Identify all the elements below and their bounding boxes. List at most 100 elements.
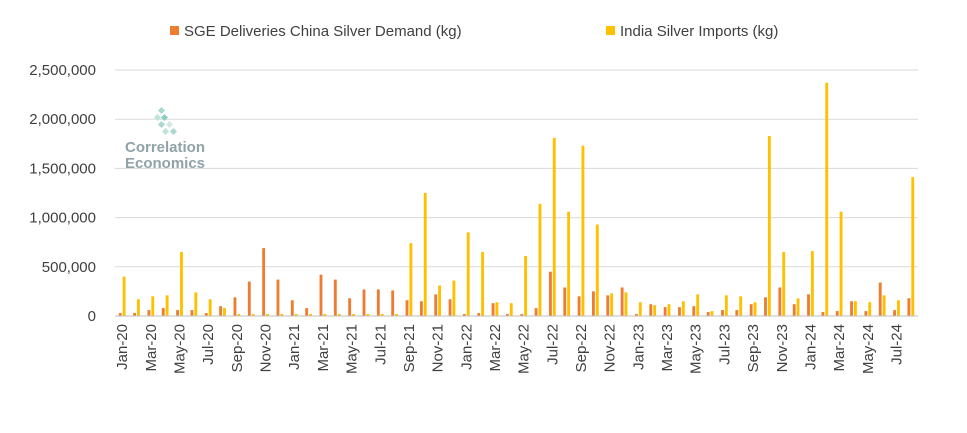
bar-india bbox=[180, 252, 183, 316]
bar-india bbox=[810, 251, 814, 316]
y-axis: 0 500,000 1,000,000 1,500,000 2,000,000 2,500… bbox=[29, 62, 96, 325]
y-tick-label: 0 bbox=[88, 308, 96, 325]
bar-sge bbox=[448, 299, 452, 316]
bar-india bbox=[208, 299, 212, 316]
bar-india bbox=[753, 302, 757, 316]
y-tick-label: 500,000 bbox=[42, 259, 96, 276]
bar-sge bbox=[749, 304, 753, 316]
legend-swatch-sge bbox=[170, 26, 179, 35]
bar-sge bbox=[821, 312, 825, 316]
bar-india bbox=[309, 314, 312, 316]
bar-sge bbox=[233, 297, 237, 316]
bar-india bbox=[581, 145, 585, 316]
bar-sge bbox=[548, 271, 552, 316]
bar-india bbox=[323, 314, 327, 316]
bar-india bbox=[151, 296, 155, 316]
bar-india bbox=[294, 314, 298, 316]
x-tick-label: May-22 bbox=[516, 324, 533, 374]
bar-india bbox=[839, 211, 843, 316]
bar-india bbox=[223, 308, 226, 316]
bar-sge bbox=[792, 304, 796, 316]
x-tick-label: Nov-20 bbox=[258, 324, 275, 372]
bar-sge bbox=[907, 298, 911, 316]
bar-india bbox=[266, 314, 269, 316]
bars bbox=[118, 82, 915, 317]
bar-sge bbox=[850, 301, 853, 316]
bar-sge bbox=[319, 274, 323, 316]
x-tick-label: Mar-23 bbox=[659, 324, 676, 372]
bar-india bbox=[352, 314, 355, 316]
bar-sge bbox=[333, 279, 337, 316]
bar-sge bbox=[692, 306, 696, 316]
bar-sge bbox=[735, 310, 739, 316]
legend-swatch-india bbox=[606, 26, 615, 35]
watermark-line-2: Economics bbox=[125, 155, 205, 172]
bar-india bbox=[452, 280, 456, 316]
bar-india bbox=[495, 302, 499, 316]
bar-sge bbox=[534, 308, 538, 316]
bar-sge bbox=[663, 307, 667, 316]
bar-india bbox=[280, 314, 284, 316]
bar-india bbox=[710, 311, 714, 316]
bar-sge bbox=[190, 310, 194, 316]
bar-sge bbox=[764, 297, 767, 316]
bar-sge bbox=[434, 294, 438, 316]
y-tick-label: 2,000,000 bbox=[29, 111, 96, 128]
bar-india bbox=[624, 292, 628, 316]
bar-sge bbox=[491, 303, 495, 316]
bar-sge bbox=[405, 300, 409, 316]
bar-india bbox=[481, 252, 485, 316]
bar-sge bbox=[606, 295, 610, 316]
bar-sge bbox=[419, 301, 423, 316]
bar-india bbox=[825, 82, 829, 317]
x-tick-label: Jan-21 bbox=[286, 324, 303, 370]
bar-india bbox=[524, 255, 528, 316]
x-tick-label: Mar-21 bbox=[315, 324, 332, 372]
bar-sge bbox=[591, 291, 595, 316]
bar-sge bbox=[835, 311, 839, 316]
bar-sge bbox=[563, 287, 567, 316]
bar-sge bbox=[505, 314, 509, 316]
legend-item-sge[interactable]: SGE Deliveries China Silver Demand (kg) bbox=[170, 23, 462, 40]
x-axis: Jan-20 Mar-20 May-20 Jul-20 Sep-20 Nov-20 Jan-… bbox=[114, 315, 918, 374]
bar-sge bbox=[118, 313, 122, 316]
x-tick-label: Jul-21 bbox=[372, 324, 389, 365]
x-tick-label: Sep-20 bbox=[229, 324, 246, 372]
bar-india bbox=[681, 301, 685, 316]
x-tick-label: Sep-22 bbox=[573, 324, 590, 372]
bar-sge bbox=[778, 287, 782, 316]
bar-sge bbox=[305, 308, 309, 316]
legend-label-india: India Silver Imports (kg) bbox=[620, 23, 778, 40]
bar-india bbox=[423, 193, 427, 316]
x-tick-label: May-20 bbox=[172, 324, 189, 374]
x-tick-label: Mar-24 bbox=[831, 324, 848, 372]
x-tick-label: Jul-20 bbox=[200, 324, 217, 365]
bar-sge bbox=[391, 290, 395, 316]
bar-sge bbox=[678, 307, 681, 316]
bar-sge bbox=[219, 306, 223, 316]
bar-sge bbox=[247, 281, 251, 316]
bar-india bbox=[137, 299, 140, 316]
bar-india bbox=[595, 224, 599, 316]
bar-india bbox=[122, 276, 126, 316]
bar-sge bbox=[376, 289, 380, 316]
bar-india bbox=[409, 243, 413, 316]
bar-india bbox=[853, 301, 857, 316]
bar-india bbox=[739, 296, 743, 316]
x-tick-label: Sep-21 bbox=[401, 324, 418, 372]
legend-item-india[interactable]: India Silver Imports (kg) bbox=[606, 23, 778, 40]
bar-sge bbox=[348, 298, 352, 316]
x-tick-label: Jul-24 bbox=[888, 324, 905, 365]
bar-india bbox=[896, 300, 900, 316]
bar-india bbox=[366, 314, 370, 316]
logo-mark-icon bbox=[153, 106, 178, 136]
bar-sge bbox=[161, 308, 165, 316]
bar-india bbox=[395, 314, 398, 316]
bar-sge bbox=[204, 313, 208, 316]
bar-india bbox=[767, 135, 771, 316]
bar-sge bbox=[147, 310, 151, 316]
bar-sge bbox=[807, 294, 810, 316]
bar-sge bbox=[290, 300, 294, 316]
x-tick-label: May-24 bbox=[860, 324, 877, 374]
